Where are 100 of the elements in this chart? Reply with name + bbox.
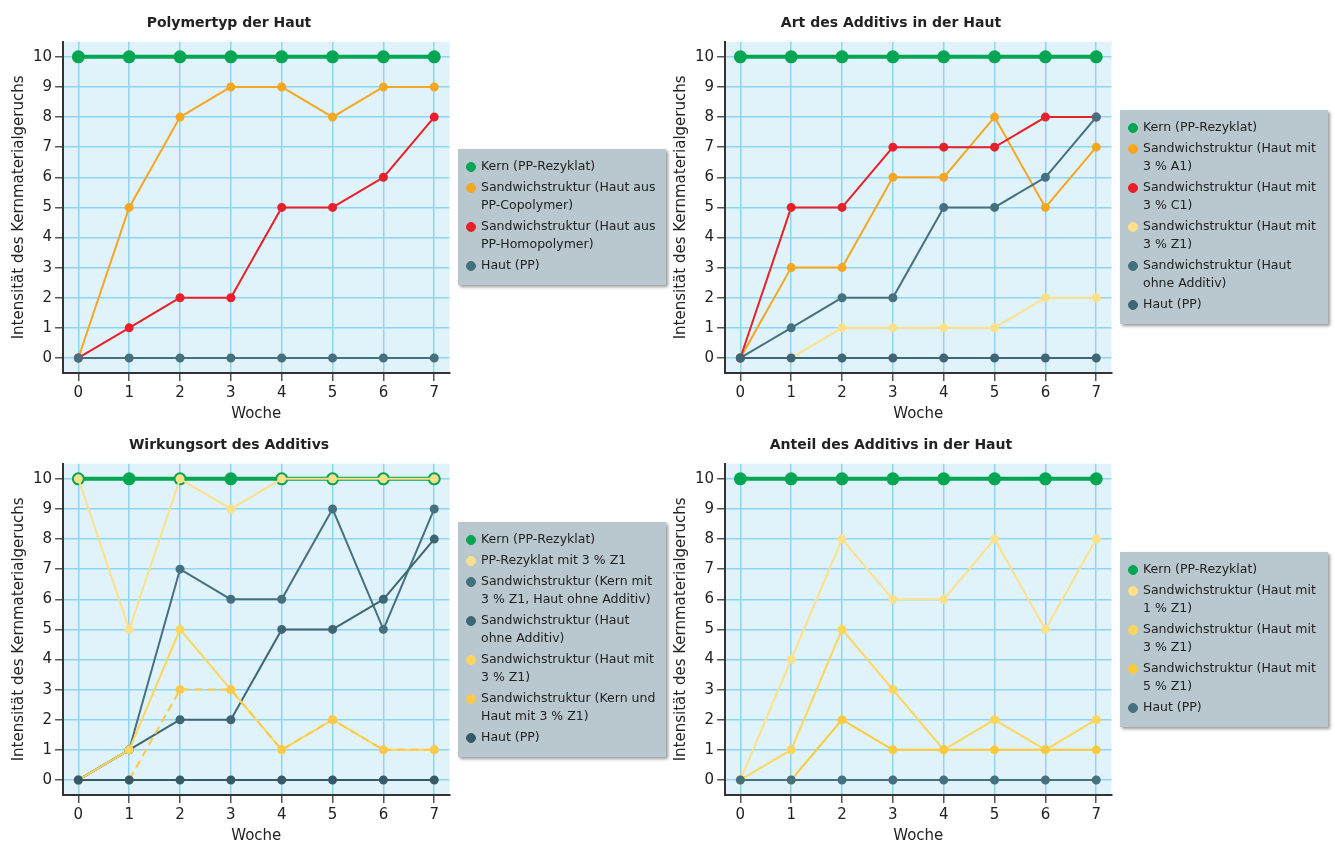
x-tick-label: 4 xyxy=(938,382,949,401)
legend-label: Sandwichstruktur (Haut mit 3 % A1) xyxy=(1143,139,1317,175)
legend-label: Haut (PP) xyxy=(1143,295,1202,313)
x-tick-label: 1 xyxy=(124,804,134,823)
y-tick-label: 9 xyxy=(42,498,53,517)
y-axis-title: Intensität des Kernmaterialgeruchs xyxy=(670,497,689,762)
y-tick-label: 0 xyxy=(704,347,715,366)
y-tick-label: 2 xyxy=(704,287,715,306)
y-tick-label: 7 xyxy=(704,559,715,578)
legend-label: Sandwichstruktur (Haut mit 5 % Z1) xyxy=(1143,658,1317,695)
x-tick-label: 1 xyxy=(786,804,796,823)
legend-label: Sandwichstruktur (Haut aus PP-Homopolymer) xyxy=(481,217,657,253)
x-tick-label: 5 xyxy=(327,804,338,823)
legend-label: Kern (PP-Rezyklat) xyxy=(1143,559,1258,578)
y-axis-title: Intensität des Kernmaterialgeruchs xyxy=(8,497,27,762)
y-tick-label: 8 xyxy=(704,528,715,547)
x-tick-label: 2 xyxy=(175,382,185,401)
x-tick-label: 7 xyxy=(1091,382,1102,401)
x-tick-label: 7 xyxy=(429,804,440,823)
legend-label: Sandwichstruktur (Haut aus PP-Copolymer) xyxy=(481,178,657,214)
y-tick-label: 1 xyxy=(42,739,53,758)
y-tick-label: 2 xyxy=(704,709,715,728)
y-tick-label: 2 xyxy=(42,709,53,728)
y-tick-label: 5 xyxy=(704,197,715,216)
legend-label: Haut (PP) xyxy=(481,727,540,746)
y-tick-label: 6 xyxy=(704,167,715,186)
legend-label: Sandwichstruktur (Haut ohne Additiv) xyxy=(1143,256,1293,292)
x-tick-label: 6 xyxy=(378,804,389,823)
x-tick-label: 2 xyxy=(837,804,847,823)
legend-label: Kern (PP-Rezyklat) xyxy=(481,157,596,175)
x-tick-label: 2 xyxy=(837,382,847,401)
legend-label: PP-Rezyklat mit 3 % Z1 xyxy=(481,550,627,569)
y-tick-label: 10 xyxy=(694,468,715,487)
y-tick-label: 0 xyxy=(42,347,53,366)
legend-label: Sandwichstruktur (Haut mit 3 % Z1) xyxy=(1143,619,1317,656)
x-axis-title: Woche xyxy=(893,403,944,422)
x-tick-label: 7 xyxy=(1091,804,1102,823)
x-tick-label: 0 xyxy=(735,804,746,823)
y-tick-label: 8 xyxy=(42,106,53,125)
x-tick-label: 1 xyxy=(124,382,134,401)
x-tick-label: 4 xyxy=(276,804,287,823)
chart-title: Polymertyp der Haut xyxy=(146,14,312,31)
x-tick-label: 6 xyxy=(378,382,389,401)
y-tick-label: 4 xyxy=(42,227,53,246)
chart-title: Art des Additivs in der Haut xyxy=(780,14,1002,31)
y-tick-label: 1 xyxy=(704,739,715,758)
y-tick-label: 6 xyxy=(704,589,715,608)
y-tick-label: 8 xyxy=(42,528,53,547)
x-tick-label: 2 xyxy=(175,804,185,823)
x-tick-label: 6 xyxy=(1040,382,1051,401)
y-tick-label: 9 xyxy=(704,76,715,95)
y-tick-label: 3 xyxy=(42,679,53,698)
y-tick-label: 4 xyxy=(704,227,715,246)
x-tick-label: 6 xyxy=(1040,804,1051,823)
legend-label: Kern (PP-Rezyklat) xyxy=(481,529,596,548)
y-tick-label: 3 xyxy=(42,257,53,276)
x-tick-label: 3 xyxy=(226,382,236,401)
legend-label: Haut (PP) xyxy=(481,256,540,274)
x-axis-title: Woche xyxy=(231,825,282,844)
y-tick-label: 3 xyxy=(704,257,715,276)
y-tick-label: 6 xyxy=(42,167,53,186)
y-tick-label: 5 xyxy=(704,619,715,638)
y-tick-label: 5 xyxy=(42,197,53,216)
chart-title: Anteil des Additivs in der Haut xyxy=(769,436,1013,453)
legend-label: Sandwichstruktur (Kern und Haut mit 3 % Z1) xyxy=(481,688,657,725)
y-tick-label: 6 xyxy=(42,589,53,608)
legend-label: Haut (PP) xyxy=(1143,697,1202,716)
x-axis-title: Woche xyxy=(893,825,944,844)
legend-label: Sandwichstruktur (Haut mit 1 % Z1) xyxy=(1143,580,1317,617)
chart-title: Wirkungsort des Additivs xyxy=(128,436,330,453)
y-tick-label: 4 xyxy=(704,649,715,668)
y-tick-label: 10 xyxy=(32,468,53,487)
legend-label: Sandwichstruktur (Haut mit 3 % Z1) xyxy=(481,649,655,686)
x-tick-label: 0 xyxy=(73,382,84,401)
y-tick-label: 7 xyxy=(42,559,53,578)
legend-label: Sandwichstruktur (Haut ohne Additiv) xyxy=(481,610,631,647)
x-tick-label: 4 xyxy=(276,382,287,401)
y-tick-label: 10 xyxy=(32,46,53,65)
y-tick-label: 7 xyxy=(704,137,715,156)
x-tick-label: 4 xyxy=(938,804,949,823)
legend-label: Sandwichstruktur (Haut mit 3 % Z1) xyxy=(1143,217,1317,253)
x-tick-label: 1 xyxy=(786,382,796,401)
x-tick-label: 0 xyxy=(73,804,84,823)
x-tick-label: 3 xyxy=(888,382,898,401)
x-tick-label: 5 xyxy=(327,382,338,401)
y-tick-label: 0 xyxy=(42,769,53,788)
y-axis-title: Intensität des Kernmaterialgeruchs xyxy=(8,75,27,340)
y-axis-title: Intensität des Kernmaterialgeruchs xyxy=(670,75,689,340)
y-tick-label: 3 xyxy=(704,679,715,698)
y-tick-label: 4 xyxy=(42,649,53,668)
y-tick-label: 10 xyxy=(694,46,715,65)
y-tick-label: 9 xyxy=(704,498,715,517)
legend-label: Sandwichstruktur (Haut mit 3 % C1) xyxy=(1143,178,1317,214)
y-tick-label: 8 xyxy=(704,106,715,125)
x-tick-label: 5 xyxy=(989,382,1000,401)
x-axis-title: Woche xyxy=(231,403,282,422)
y-tick-label: 1 xyxy=(704,317,715,336)
legend-label: Kern (PP-Rezyklat) xyxy=(1143,118,1258,136)
x-tick-label: 3 xyxy=(226,804,236,823)
x-tick-label: 5 xyxy=(989,804,1000,823)
